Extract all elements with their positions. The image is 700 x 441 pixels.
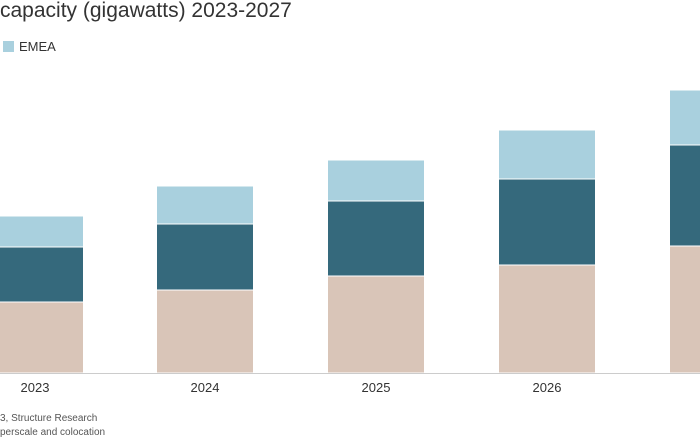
chart-title: capacity (gigawatts) 2023-2027	[0, 0, 292, 22]
bar-segment-2027-series-3	[669, 89, 700, 146]
bar-segment-2026-series-2	[498, 178, 596, 266]
x-tick-label-2025: 2025	[362, 380, 391, 395]
x-tick-label-2024: 2024	[191, 380, 220, 395]
bar-segment-2026-series-1	[498, 264, 596, 374]
legend-label-emea: EMEA	[19, 39, 56, 54]
bar-segment-2025-series-1	[327, 275, 425, 374]
bar-segment-2023-series-1	[0, 301, 84, 374]
source-line-2: perscale and colocation	[0, 427, 106, 438]
bar-segment-2027-series-2	[669, 144, 700, 247]
bar-segment-2024-series-3	[156, 185, 254, 225]
x-tick-label-2023: 2023	[21, 380, 50, 395]
bar-segment-2025-series-2	[327, 200, 425, 277]
chart-legend: EMEA	[0, 39, 56, 54]
chart-source-note: 3, Structure Research perscale and coloc…	[0, 412, 105, 440]
bar-segment-2024-series-2	[156, 223, 254, 291]
bar-segment-2027-series-1	[669, 245, 700, 374]
x-tick-label-2026: 2026	[533, 380, 562, 395]
bar-segment-2023-series-3	[0, 215, 84, 248]
bar-segment-2023-series-2	[0, 246, 84, 303]
bar-segment-2025-series-3	[327, 159, 425, 202]
bar-segment-2024-series-1	[156, 289, 254, 374]
bar-segment-2026-series-3	[498, 129, 596, 180]
source-line-1: 3, Structure Research	[0, 413, 98, 424]
legend-swatch-emea	[3, 41, 14, 52]
